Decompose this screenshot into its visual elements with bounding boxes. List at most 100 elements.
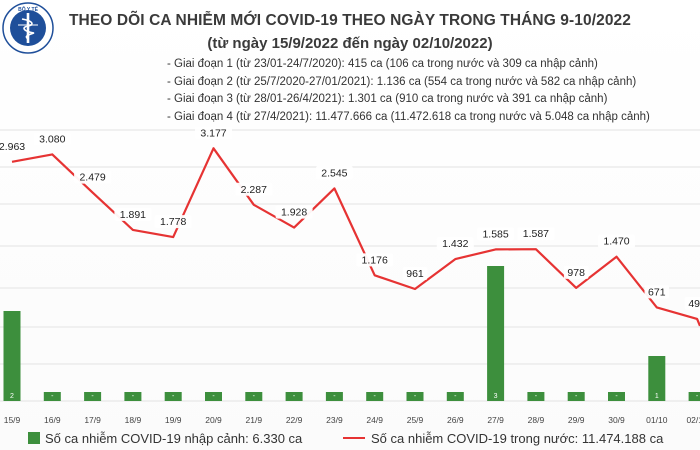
x-tick-label: 21/9 xyxy=(246,415,263,425)
line-label-bg xyxy=(436,237,474,251)
line-point-20/9: 3.177 xyxy=(195,126,232,140)
line-label: 2.545 xyxy=(321,167,347,179)
bar-23/9 xyxy=(325,392,343,401)
bar-label: - xyxy=(575,393,578,400)
line-point-27/9: 1.585 xyxy=(477,227,515,241)
bar-label: - xyxy=(212,393,215,400)
line-label-bg xyxy=(74,170,112,184)
bar-30/9 xyxy=(608,392,625,401)
line-label: 1.176 xyxy=(362,254,388,266)
x-tick-label: 15/9 xyxy=(4,415,21,425)
x-tick-label: 30/9 xyxy=(608,415,625,425)
x-tick-label: 22/9 xyxy=(286,415,303,425)
bar-20/9 xyxy=(205,392,222,401)
bar-label: 2 xyxy=(10,393,14,400)
line-label: 3.080 xyxy=(39,133,65,145)
line-label-bg xyxy=(563,265,589,279)
bar-18/9 xyxy=(124,392,142,401)
line-label: 1.778 xyxy=(160,216,186,228)
line-point-22/9: 1.928 xyxy=(275,205,313,219)
x-tick-label: 16/9 xyxy=(44,415,61,425)
line-label-bg xyxy=(477,227,515,241)
line-label: 3.177 xyxy=(200,127,226,139)
legend-line: Số ca nhiễm COVID-19 trong nước: 11.474.… xyxy=(343,431,663,446)
line-point-28/9: 1.587 xyxy=(517,227,555,241)
bar-label: - xyxy=(374,393,377,400)
bar-29/9 xyxy=(567,392,585,401)
line-point-16/9: 3.080 xyxy=(33,132,71,146)
line-point-02/10: 490 xyxy=(684,296,700,310)
bar-01/10 xyxy=(648,356,666,401)
line-label-bg xyxy=(356,253,394,267)
x-tick-label: 29/9 xyxy=(568,415,585,425)
line-label: 1.587 xyxy=(523,228,549,240)
line-label: 1.470 xyxy=(603,236,629,248)
legend-bar: Số ca nhiễm COVID-19 nhập cảnh: 6.330 ca xyxy=(28,431,302,446)
x-tick-label: 20/9 xyxy=(205,415,222,425)
bar-21/9 xyxy=(245,392,263,401)
bar-26/9 xyxy=(446,392,464,401)
legend-bar-swatch xyxy=(28,432,40,444)
bar-15/9 xyxy=(3,311,21,401)
bar-28/9 xyxy=(527,392,545,401)
line-label-bg xyxy=(517,227,555,241)
line-label-bg xyxy=(598,234,635,248)
chart-subtitle: (từ ngày 15/9/2022 đến ngày 02/10/2022) xyxy=(207,35,493,52)
bar-02/10 xyxy=(688,392,700,401)
line-point-29/9: 978 xyxy=(563,265,589,279)
line-label: 978 xyxy=(567,267,585,279)
bar-16/9 xyxy=(43,392,61,401)
bar-label: - xyxy=(253,393,256,400)
ministry-of-health-logo: BỘ Y TẾ xyxy=(2,2,54,54)
bar-label: - xyxy=(293,393,296,400)
line-point-18/9: 1.891 xyxy=(114,207,152,221)
line-point-23/9: 2.545 xyxy=(315,166,353,180)
bar-label: 3 xyxy=(494,393,498,400)
line-point-01/10: 671 xyxy=(644,285,670,299)
bar-label: - xyxy=(51,393,54,400)
bar-label: 1 xyxy=(655,393,659,400)
chart-title: THEO DÕI CA NHIỄM MỚI COVID-19 THEO NGÀY… xyxy=(68,12,631,29)
line-point-26/9: 1.432 xyxy=(436,237,474,251)
line-label: 1.585 xyxy=(482,228,508,240)
line-label: 1.891 xyxy=(120,209,146,221)
x-tick-label: 25/9 xyxy=(407,415,424,425)
domestic-cases-line xyxy=(11,147,700,327)
line-label: 2.963 xyxy=(0,141,25,153)
line-point-24/9: 1.176 xyxy=(356,253,394,267)
phase-note-4: - Giai đoạn 4 (từ 27/4/2021): 11.477.666… xyxy=(167,110,650,123)
line-label: 1.928 xyxy=(281,207,307,219)
bar-19/9 xyxy=(164,392,182,401)
line-label: 490 xyxy=(688,298,700,310)
legend-line-label: Số ca nhiễm COVID-19 trong nước: 11.474.… xyxy=(371,431,664,446)
phase-note-2: - Giai đoạn 2 (từ 25/7/2020-27/01/2021):… xyxy=(167,75,637,88)
x-tick-label: 27/9 xyxy=(487,415,504,425)
line-label-bg xyxy=(275,205,313,219)
line-label: 961 xyxy=(406,268,424,280)
line-label-bg xyxy=(644,285,670,299)
x-tick-label: 17/9 xyxy=(84,415,101,425)
bar-label: - xyxy=(132,393,135,400)
x-tick-label: 02/10 xyxy=(686,415,700,425)
line-label: 2.287 xyxy=(241,184,267,196)
x-tick-label: 26/9 xyxy=(447,415,464,425)
x-tick-label: 23/9 xyxy=(326,415,343,425)
line-label: 2.479 xyxy=(79,172,105,184)
phase-note-1: - Giai đoạn 1 (từ 23/01-24/7/2020): 415 … xyxy=(167,58,598,70)
line-label-bg xyxy=(154,215,192,229)
bar-27/9 xyxy=(487,266,505,401)
line-label-bg xyxy=(195,126,232,140)
bar-label: - xyxy=(414,393,417,400)
svg-text:BỘ Y TẾ: BỘ Y TẾ xyxy=(18,5,38,13)
bar-label: - xyxy=(172,393,175,400)
line-point-17/9: 2.479 xyxy=(74,170,112,184)
x-tick-label: 24/9 xyxy=(366,415,383,425)
legend-line-swatch xyxy=(343,437,365,439)
line-label-bg xyxy=(684,296,700,310)
line-label-bg xyxy=(0,139,31,153)
line-label-bg xyxy=(235,182,273,196)
line-label: 1.432 xyxy=(442,238,468,250)
line-label: 671 xyxy=(648,286,666,298)
